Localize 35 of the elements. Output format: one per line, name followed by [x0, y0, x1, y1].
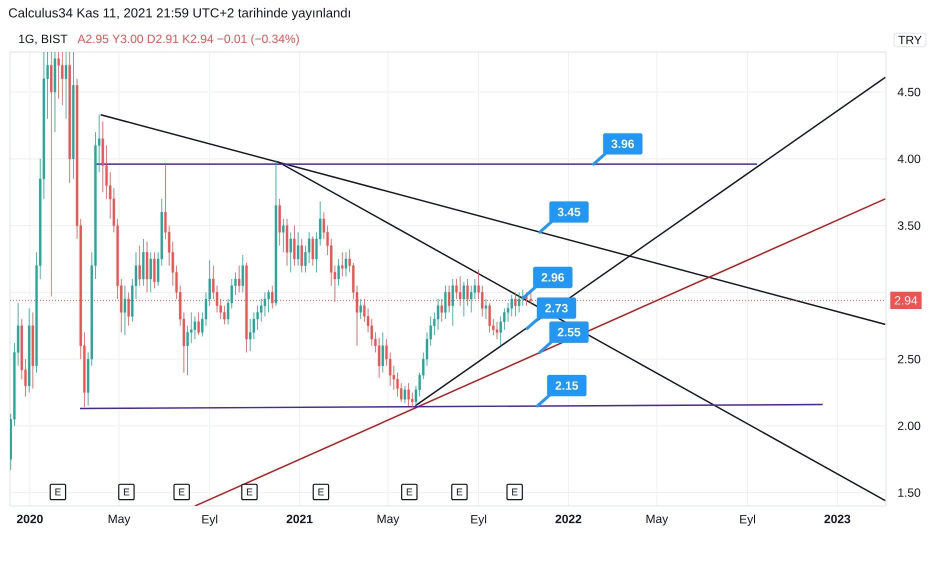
x-tick-label: May: [108, 514, 130, 526]
y-tick-label: 3.50: [898, 221, 920, 230]
x-tick-label: 2021: [286, 514, 313, 524]
annotation: E: [318, 488, 324, 496]
annotation: 3.96: [611, 140, 634, 148]
x-tick-label: May: [378, 514, 400, 526]
annotation: E: [456, 488, 462, 496]
x-tick-label: Eyl: [202, 514, 218, 526]
annotation: 2.96: [542, 273, 564, 282]
annotation: 2.73: [545, 304, 568, 312]
x-tick-label: 2023: [824, 514, 850, 524]
annotation: E: [179, 488, 185, 496]
annotation: E: [512, 488, 518, 496]
y-axis-title: TRY: [898, 36, 922, 44]
annotation: 3.45: [558, 208, 580, 216]
x-tick-label: Eyl: [740, 514, 756, 526]
y-tick-label: 2.00: [898, 422, 920, 430]
x-tick-label: 2022: [556, 514, 582, 524]
chart-subtitle: A2.95 Y3.00 D2.91 K2.94 −0.01 (−0.34%): [78, 34, 299, 46]
annotation: 2.55: [558, 328, 580, 336]
x-tick-label: 2020: [16, 514, 43, 524]
text: Calculus34 Kas 11, 2021 21:59 UTC+2 tarihinde yayınlandı: [8, 8, 350, 20]
annotation: 2.15: [556, 381, 578, 390]
y-tick-label: 2.50: [898, 354, 920, 364]
annotation: E: [406, 488, 412, 496]
x-tick-label: May: [646, 514, 668, 526]
chart-title: 1G, BIST: [19, 34, 68, 45]
annotation: E: [246, 488, 252, 496]
annotation: E: [124, 488, 130, 496]
ref-line-label: 2.94: [894, 296, 918, 305]
annotation: E: [55, 488, 61, 496]
y-tick-label: 4.50: [898, 88, 920, 96]
y-tick-label: 1.50: [898, 488, 920, 497]
x-tick-label: Eyl: [471, 514, 486, 526]
y-tick-label: 4.00: [898, 154, 920, 164]
